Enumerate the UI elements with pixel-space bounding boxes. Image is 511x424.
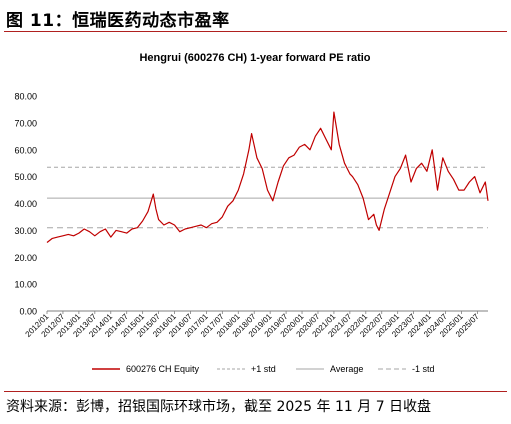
footer-rule [4, 391, 507, 392]
chart-title: Hengrui (600276 CH) 1-year forward PE ra… [139, 52, 370, 64]
y-tick-label: 70.00 [14, 118, 37, 128]
pe-series-line [46, 111, 489, 243]
legend-label: +1 std [251, 364, 276, 374]
legend-label: -1 std [412, 364, 435, 374]
y-tick-label: 30.00 [14, 226, 37, 236]
series-layer [46, 111, 489, 243]
y-tick-label: 60.00 [14, 145, 37, 155]
source-note: 资料来源：彭博，招银国际环球市场，截至 2025 年 11 月 7 日收盘 [6, 399, 432, 415]
pe-ratio-chart: Hengrui (600276 CH) 1-year forward PE ra… [14, 52, 489, 374]
y-tick-label: 80.00 [14, 92, 37, 102]
y-tick-label: 10.00 [14, 280, 37, 290]
legend-label: 600276 CH Equity [126, 364, 200, 374]
x-axis: 2012/012012/072013/012013/072014/012014/… [24, 310, 488, 339]
y-axis: 0.00 10.00 20.00 30.00 40.00 50.00 60.00 70.00 8… [14, 92, 37, 317]
legend: 600276 CH Equity +1 std Average -1 std [92, 364, 435, 374]
reference-lines [47, 166, 488, 229]
y-tick-label: 20.00 [14, 253, 37, 263]
legend-label: Average [330, 364, 363, 374]
y-tick-label: 0.00 [19, 307, 37, 317]
y-tick-label: 50.00 [14, 172, 37, 182]
y-tick-label: 40.00 [14, 199, 37, 209]
figure-title: 图 11：恒瑞医药动态市盈率 [6, 11, 230, 31]
title-rule [4, 31, 507, 32]
